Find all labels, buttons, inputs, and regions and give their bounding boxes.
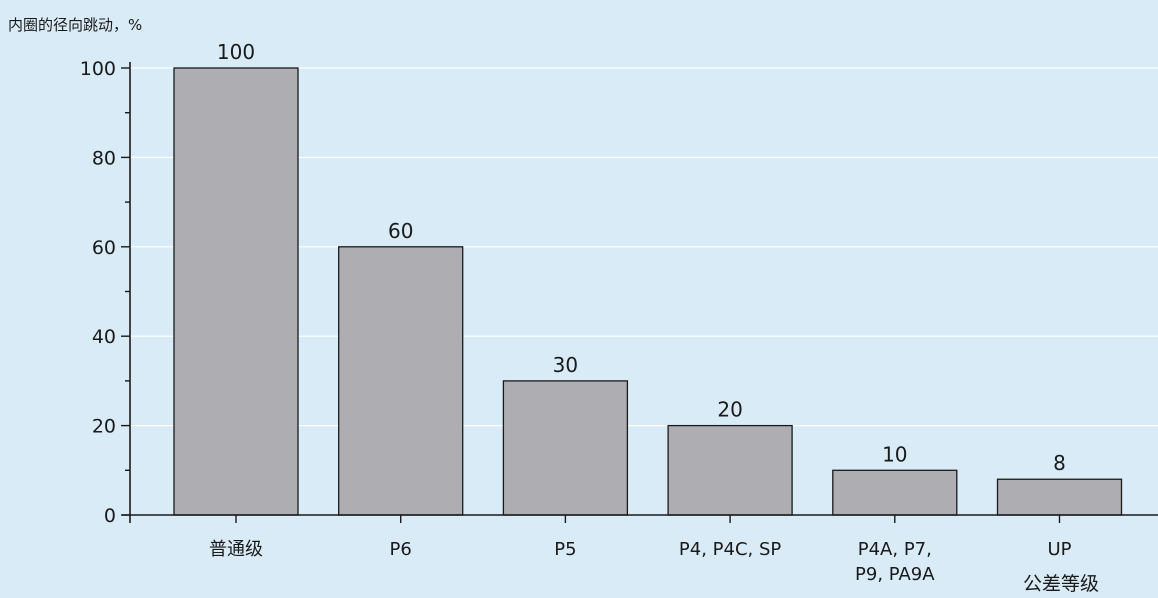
x-tick-label-5: UP	[1047, 539, 1071, 560]
value-label-3: 20	[717, 398, 742, 422]
y-tick-label-100: 100	[80, 58, 116, 80]
y-tick-label-20: 20	[92, 416, 116, 438]
x-axis-title: 公差等级	[1023, 573, 1099, 595]
y-tick-label-80: 80	[92, 147, 116, 169]
bar-5	[996, 478, 1123, 516]
bar-1	[338, 246, 464, 516]
y-axis-title: 内圈的径向跳动，%	[8, 16, 142, 34]
axes	[121, 62, 1158, 523]
value-label-4: 10	[882, 442, 907, 466]
x-tick-label-2: P5	[554, 539, 576, 560]
value-label-5: 8	[1053, 451, 1066, 475]
x-tick-label-0: 普通级	[209, 539, 263, 560]
y-tick-label-0: 0	[104, 505, 116, 527]
value-label-0: 100	[217, 40, 255, 64]
y-tick-label-60: 60	[92, 237, 116, 259]
bars	[173, 67, 1123, 516]
bar-2	[502, 380, 629, 516]
x-tick-label-4-line-0: P4A, P7,	[858, 539, 932, 560]
value-label-1: 60	[388, 219, 413, 243]
x-tick-label-1: P6	[390, 539, 412, 560]
value-label-2: 30	[553, 353, 578, 377]
x-tick-label-3: P4, P4C, SP	[679, 539, 781, 560]
y-tick-label-40: 40	[92, 326, 116, 348]
gridlines	[130, 67, 1158, 427]
x-tick-label-4-line-1: P9, PA9A	[855, 564, 935, 585]
bar-4	[832, 469, 958, 516]
bar-0	[173, 67, 299, 516]
bar-3	[667, 424, 793, 516]
